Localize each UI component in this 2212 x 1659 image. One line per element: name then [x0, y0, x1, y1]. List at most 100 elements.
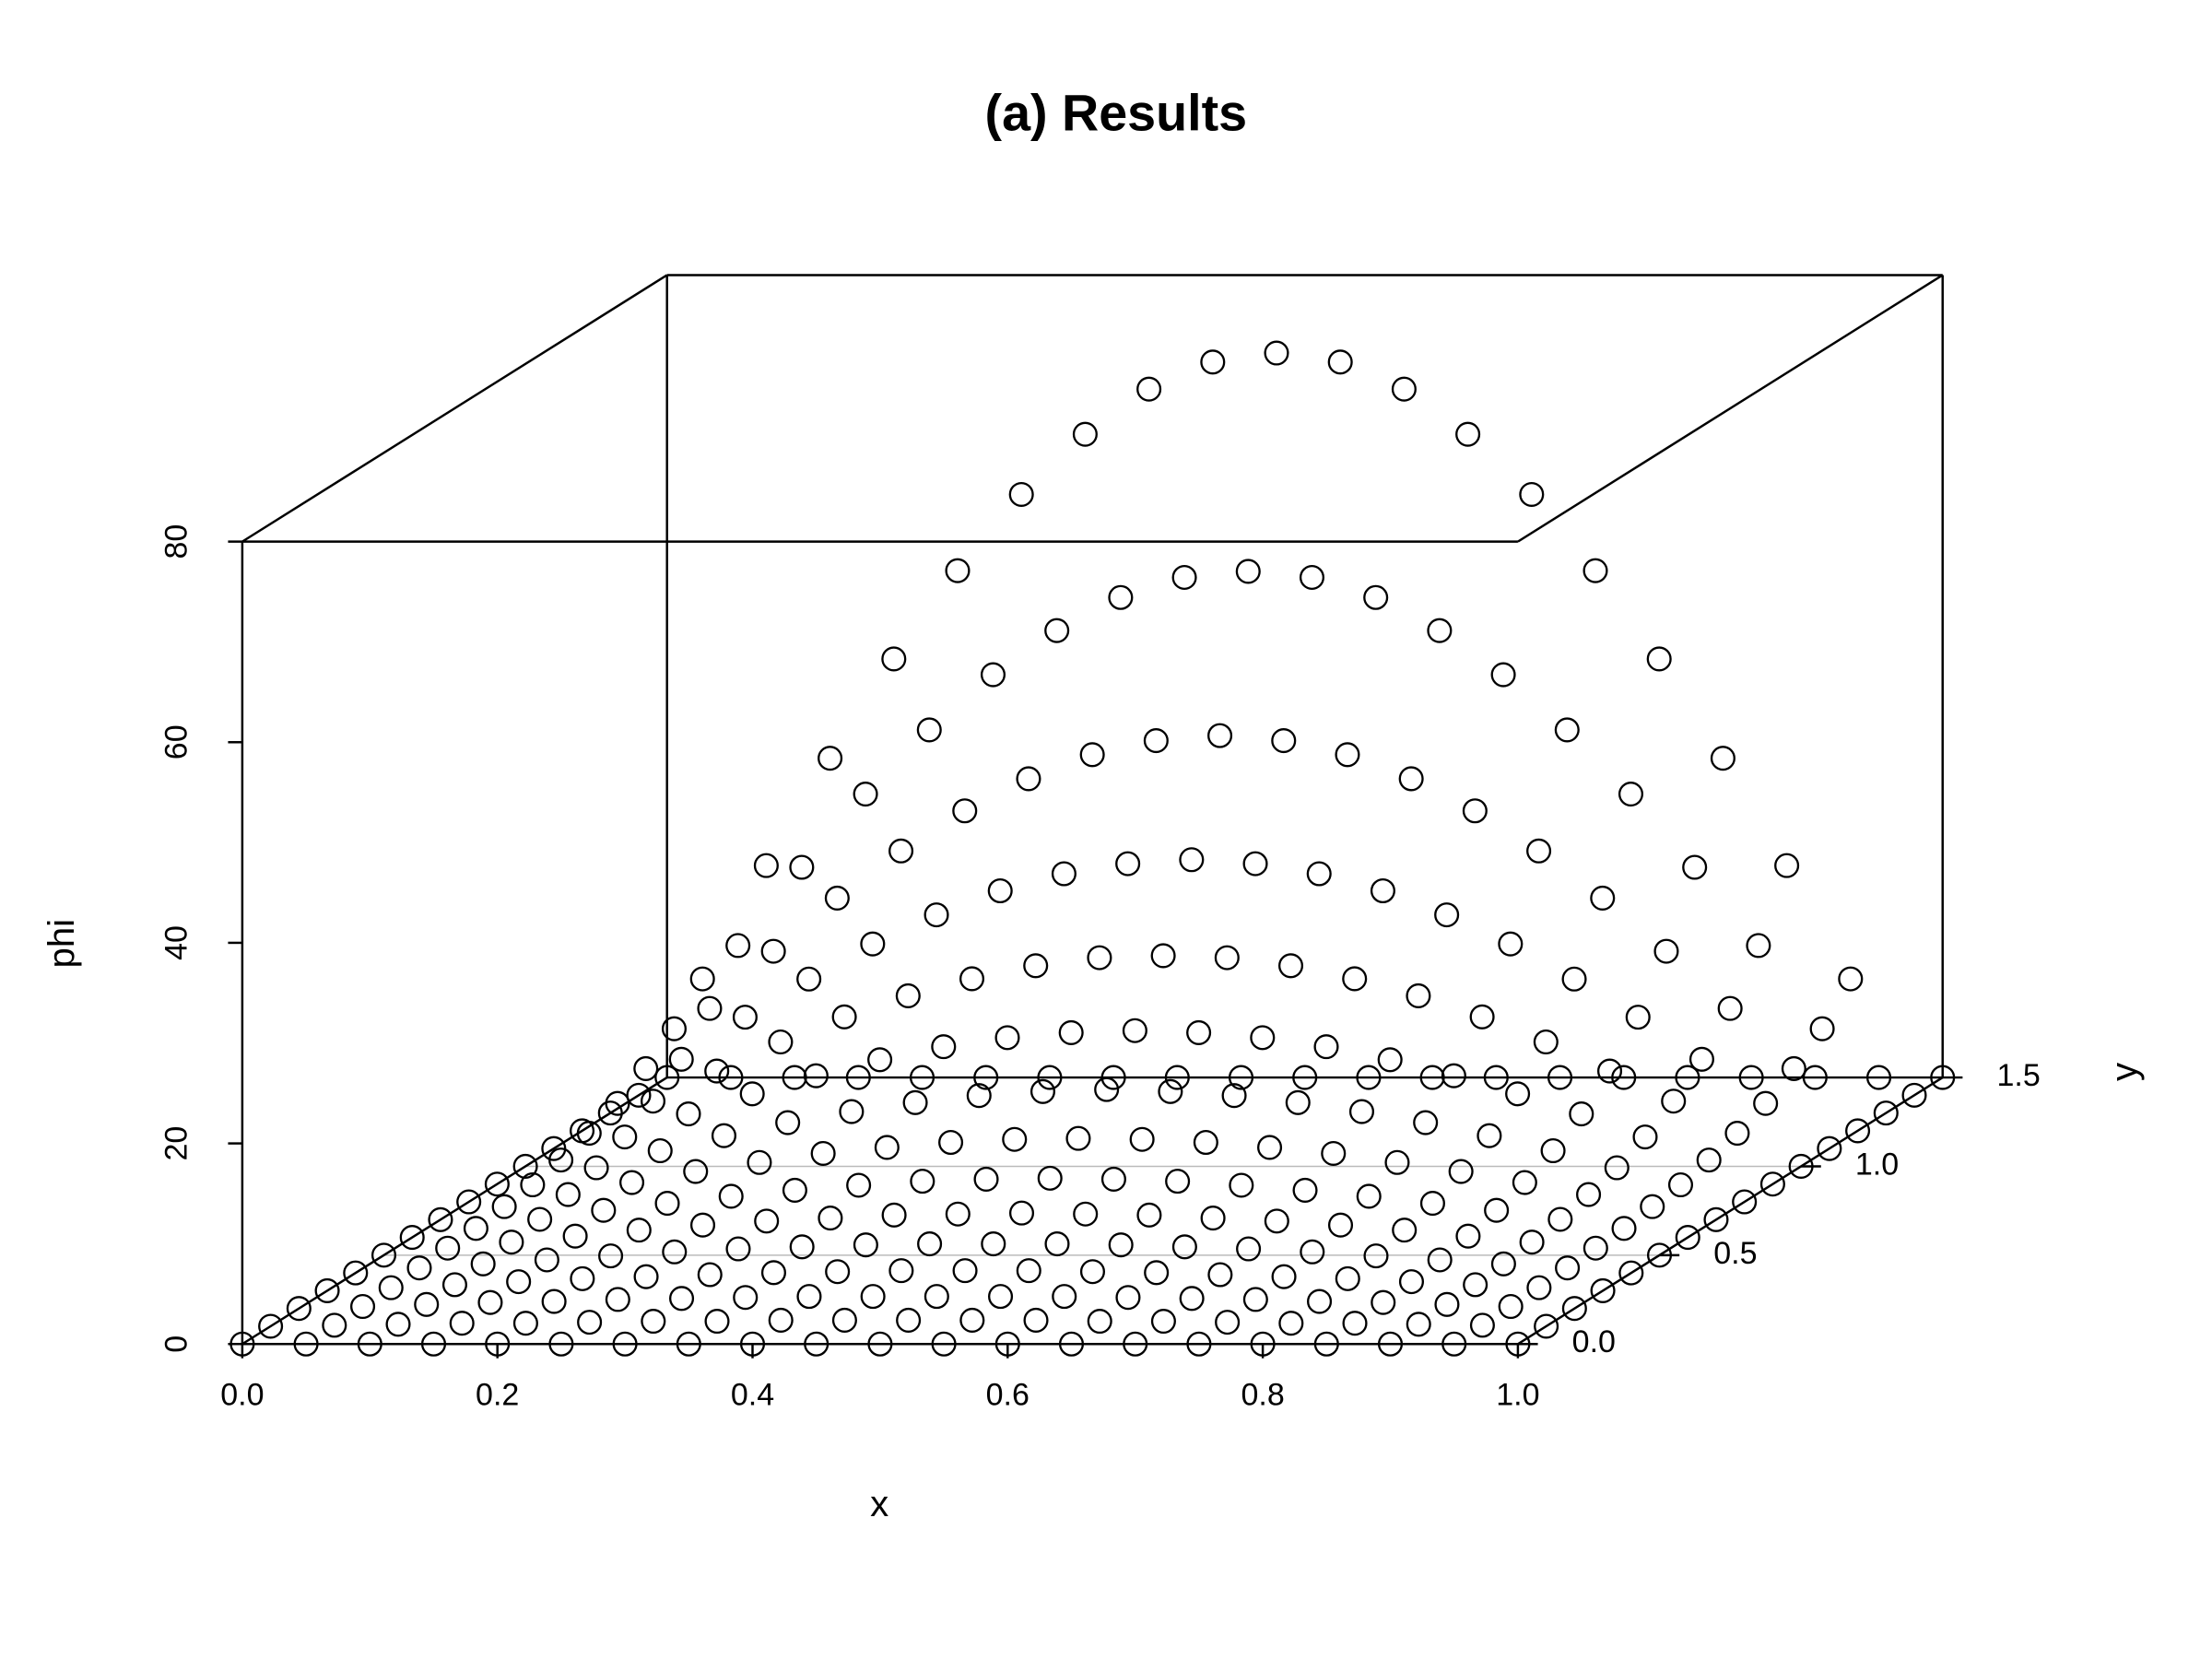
point — [1008, 481, 1034, 508]
point — [768, 1307, 794, 1333]
point — [1717, 995, 1743, 1021]
point — [952, 1258, 978, 1284]
point — [973, 1065, 999, 1090]
point — [924, 902, 949, 928]
point — [1313, 1331, 1339, 1357]
point — [881, 646, 907, 672]
point — [1419, 1191, 1445, 1217]
point — [683, 1159, 709, 1184]
point — [845, 1065, 871, 1090]
box-edge — [1517, 1077, 1944, 1346]
point — [1016, 766, 1041, 792]
point — [1158, 1078, 1183, 1104]
point — [456, 1189, 482, 1215]
point — [1108, 1232, 1134, 1258]
point — [881, 1202, 907, 1228]
point — [888, 838, 914, 864]
point — [1463, 1272, 1488, 1298]
point — [314, 1277, 340, 1303]
point — [1363, 584, 1389, 610]
point — [739, 1331, 766, 1357]
x-tick-label: 0.6 — [986, 1377, 1030, 1412]
point — [1300, 1239, 1325, 1265]
point — [1285, 1089, 1311, 1115]
point — [994, 1025, 1020, 1051]
point — [1037, 1065, 1063, 1090]
point — [725, 1236, 751, 1262]
point — [406, 1255, 432, 1281]
point — [1228, 1065, 1254, 1090]
point — [1576, 1182, 1602, 1207]
point — [910, 1169, 935, 1194]
point — [1313, 1034, 1339, 1060]
point — [1561, 1296, 1587, 1322]
point — [1044, 1231, 1070, 1257]
point — [420, 1331, 447, 1357]
point — [435, 1235, 461, 1261]
point — [789, 854, 815, 880]
box-edge — [241, 274, 668, 543]
point — [831, 1004, 857, 1030]
point — [527, 1206, 553, 1232]
point — [477, 1289, 503, 1315]
point — [733, 1285, 759, 1311]
point — [1406, 1312, 1431, 1337]
point — [470, 1251, 496, 1277]
point — [775, 1110, 801, 1135]
point — [1016, 1258, 1041, 1284]
point — [768, 1029, 794, 1055]
point — [1215, 1310, 1241, 1335]
point — [1618, 1260, 1644, 1286]
point — [1533, 1029, 1559, 1055]
point — [1569, 1101, 1594, 1127]
point — [1555, 1255, 1581, 1281]
point — [980, 662, 1006, 688]
z-axis-label: phi — [41, 919, 82, 969]
point — [987, 877, 1013, 904]
point — [1236, 1236, 1262, 1262]
z-tick-label: 60 — [159, 724, 194, 759]
point — [1072, 421, 1098, 447]
point — [350, 1293, 376, 1320]
point — [485, 1331, 511, 1357]
point — [676, 1331, 701, 1357]
point — [895, 982, 921, 1008]
point — [640, 1088, 666, 1114]
point — [1144, 1260, 1170, 1286]
point — [1490, 662, 1516, 688]
point — [1675, 1065, 1700, 1090]
point — [952, 798, 978, 824]
point — [1398, 766, 1424, 792]
point — [1129, 1126, 1155, 1152]
point — [1242, 1287, 1268, 1312]
point — [1136, 376, 1162, 402]
y-tick-label: 0.5 — [1713, 1236, 1757, 1271]
point — [704, 1308, 730, 1335]
point — [633, 1264, 659, 1289]
point — [1561, 966, 1587, 992]
point — [1498, 931, 1524, 957]
point — [463, 1216, 488, 1241]
point — [1547, 1206, 1573, 1232]
point — [612, 1124, 638, 1150]
point — [1738, 1065, 1764, 1090]
point — [1753, 1090, 1779, 1116]
point — [1469, 1312, 1495, 1338]
point — [860, 931, 886, 957]
point — [1781, 1055, 1806, 1081]
point — [1277, 953, 1304, 979]
point — [1165, 1169, 1191, 1194]
point — [718, 1183, 744, 1209]
point — [506, 1269, 532, 1295]
point — [1732, 1189, 1758, 1215]
point — [994, 1331, 1020, 1357]
point — [520, 1171, 546, 1198]
box-edge — [1517, 274, 1944, 543]
point — [577, 1310, 603, 1335]
y-tick-label: 1.0 — [1855, 1147, 1899, 1182]
box-edge — [241, 1077, 668, 1346]
x-tick-label: 0.4 — [731, 1377, 774, 1412]
point — [1171, 1234, 1197, 1260]
point — [959, 966, 985, 992]
point — [286, 1296, 312, 1322]
